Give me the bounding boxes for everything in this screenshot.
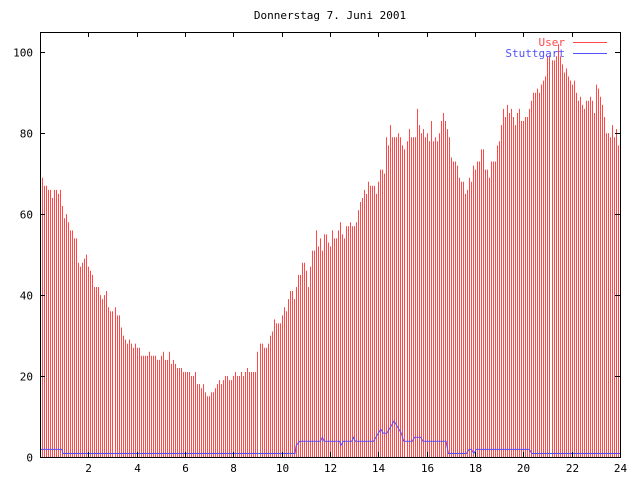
x-tick-label: 2: [85, 462, 92, 475]
x-tick-label: 4: [134, 462, 141, 475]
x-tick-label: 6: [182, 462, 189, 475]
x-tick-label: 22: [566, 462, 579, 475]
legend: User Stuttgart: [505, 36, 607, 60]
y-tick-label: 0: [26, 452, 33, 465]
y-tick-label: 80: [20, 128, 33, 141]
legend-label-stuttgart: Stuttgart: [505, 47, 565, 60]
chart-title: Donnerstag 7. Juni 2001: [254, 9, 406, 22]
x-tick-label: 16: [421, 462, 434, 475]
x-tick-label: 8: [230, 462, 237, 475]
x-tick-label: 24: [614, 462, 628, 475]
x-tick-label: 20: [517, 462, 530, 475]
x-tick-label: 18: [469, 462, 482, 475]
x-tick-label: 10: [276, 462, 289, 475]
x-tick-label: 12: [324, 462, 337, 475]
user-impulses: [40, 44, 619, 457]
legend-label-user: User: [539, 36, 566, 49]
y-tick-label: 40: [20, 290, 33, 303]
y-tick-label: 100: [13, 47, 33, 60]
y-tick-label: 60: [20, 209, 33, 222]
x-tick-label: 14: [372, 462, 386, 475]
y-tick-label: 20: [20, 371, 33, 384]
stuttgart-series-line: [40, 420, 620, 455]
